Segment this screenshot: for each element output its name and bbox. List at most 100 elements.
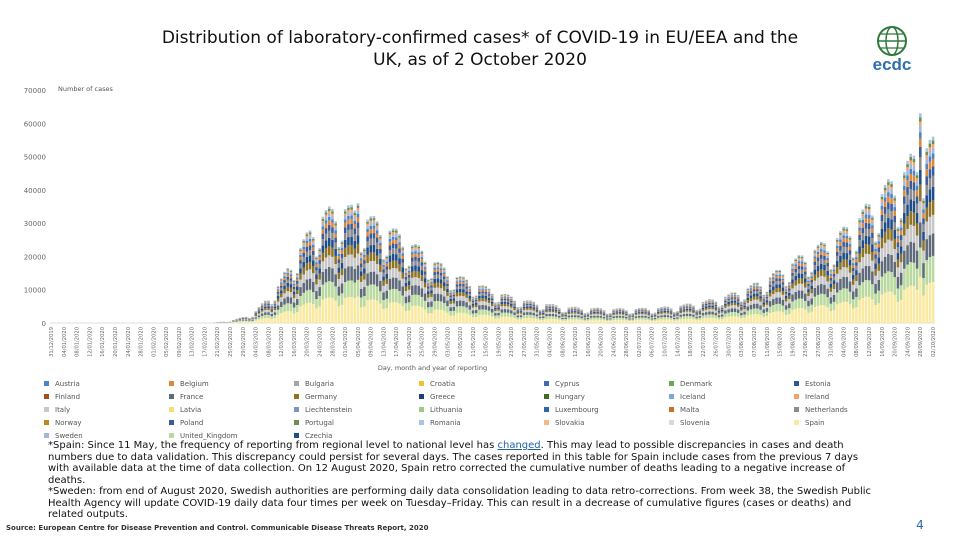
- bar-segment: [743, 307, 746, 310]
- bar-segment: [506, 294, 510, 296]
- bar-segment: [369, 229, 373, 234]
- bar-segment: [500, 296, 504, 298]
- bar-segment: [372, 252, 376, 261]
- legend-swatch: [294, 381, 299, 386]
- bar-segment: [915, 175, 919, 179]
- legend-swatch: [169, 381, 174, 386]
- bar-segment: [385, 278, 389, 284]
- bar-segment: [350, 280, 353, 297]
- bar-segment: [522, 308, 526, 311]
- bar-segment: [564, 316, 567, 318]
- bar-segment: [829, 272, 833, 275]
- bar-segment: [519, 317, 523, 320]
- bar-segment: [637, 315, 641, 318]
- bar-segment: [858, 218, 861, 221]
- bar-segment: [273, 312, 277, 315]
- bar-segment: [503, 301, 507, 304]
- bar-segment: [717, 312, 721, 314]
- bar-segment: [363, 279, 366, 288]
- bar-segment: [375, 286, 379, 301]
- bar-segment: [276, 305, 280, 310]
- x-tick-label: 31/05/2020: [535, 327, 541, 357]
- bar-segment: [235, 320, 238, 322]
- bar-segment: [436, 278, 440, 283]
- bar-segment: [324, 223, 328, 229]
- bar-segment: [522, 304, 526, 306]
- bar-segment: [423, 300, 427, 310]
- bar-segment: [596, 319, 599, 323]
- bar-segment: [487, 289, 491, 291]
- bar-segment: [637, 311, 641, 313]
- bar-segment: [589, 310, 593, 311]
- bar-segment: [356, 265, 360, 280]
- bar-segment: [264, 318, 267, 323]
- bar-segment: [816, 261, 820, 266]
- bar-segment: [430, 279, 433, 281]
- bar-segment: [819, 246, 823, 250]
- bar-segment: [695, 311, 698, 312]
- bar-segment: [350, 254, 353, 267]
- bar-segment: [871, 260, 874, 272]
- bar-segment: [775, 273, 778, 275]
- bar-segment: [877, 236, 881, 239]
- bar-segment: [596, 311, 599, 313]
- bar-segment: [880, 201, 884, 206]
- bar-segment: [871, 238, 874, 245]
- bar-segment: [772, 312, 775, 323]
- bar-segment: [727, 298, 730, 301]
- bar-segment: [634, 311, 638, 313]
- bar-segment: [906, 287, 909, 323]
- bar-segment: [829, 283, 833, 288]
- legend-item: Sweden: [44, 430, 169, 441]
- bar-segment: [548, 305, 551, 307]
- bar-segment: [727, 302, 730, 305]
- bar-segment: [260, 311, 264, 314]
- bar-segment: [775, 278, 778, 282]
- bar-segment: [573, 317, 577, 320]
- bar-segment: [797, 263, 801, 266]
- changed-link[interactable]: changed: [497, 440, 541, 451]
- bar-segment: [912, 155, 916, 159]
- bar-segment: [427, 297, 430, 303]
- bar-segment: [871, 232, 874, 239]
- bar-segment: [912, 212, 916, 226]
- bar-segment: [369, 284, 373, 300]
- bar-segment: [465, 284, 468, 287]
- bar-segment: [359, 276, 363, 282]
- bar-segment: [458, 276, 462, 278]
- bar-segment: [714, 307, 718, 309]
- bar-segment: [698, 311, 702, 313]
- bar-segment: [727, 304, 730, 307]
- bar-segment: [928, 150, 932, 157]
- bar-segment: [484, 285, 488, 287]
- bar-segment: [928, 143, 932, 148]
- bar-segment: [736, 302, 740, 305]
- bar-segment: [497, 303, 500, 305]
- bar-segment: [839, 250, 842, 256]
- bar-segment: [692, 312, 695, 315]
- bar-segment: [305, 236, 309, 238]
- bar-segment: [510, 302, 513, 304]
- bar-segment: [251, 320, 254, 321]
- bar-segment: [851, 265, 855, 268]
- bar-segment: [305, 263, 309, 271]
- bar-segment: [369, 299, 373, 323]
- bar-segment: [880, 237, 884, 249]
- bar-segment: [679, 316, 682, 320]
- bar-segment: [586, 315, 590, 317]
- bar-segment: [375, 255, 379, 265]
- bar-segment: [634, 310, 638, 312]
- bar-segment: [887, 209, 890, 219]
- legend-label: Belgium: [180, 379, 209, 388]
- legend-swatch: [294, 407, 299, 412]
- bar-segment: [612, 311, 615, 312]
- bar-segment: [327, 281, 331, 298]
- x-tick-label: 17/02/2020: [203, 327, 209, 357]
- bar-segment: [359, 256, 363, 259]
- bar-segment: [733, 295, 737, 297]
- legend-label: Czechia: [305, 431, 333, 440]
- bar-segment: [430, 285, 433, 288]
- bar-segment: [334, 274, 337, 287]
- bar-segment: [682, 312, 686, 315]
- bar-segment: [414, 265, 417, 271]
